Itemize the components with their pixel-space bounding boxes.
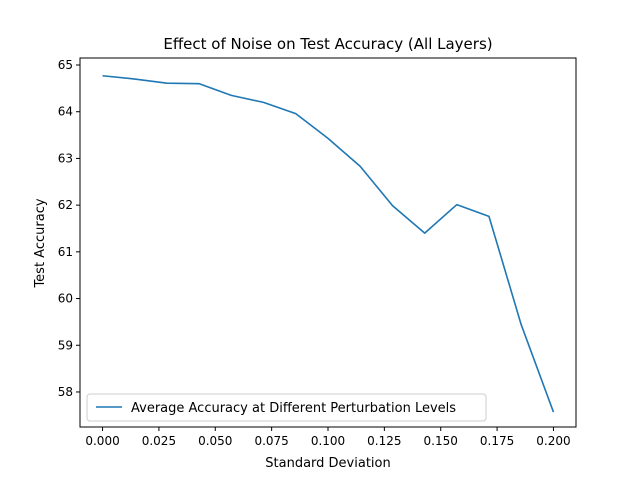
legend: Average Accuracy at Different Perturbati… [86, 393, 487, 422]
y-tick-label: 65 [58, 58, 73, 72]
plot-frame [79, 57, 577, 428]
x-tick-label: 0.150 [424, 434, 458, 448]
y-axis-label: Test Accuracy [33, 198, 48, 288]
y-tick-label: 59 [58, 338, 73, 352]
series-layer [102, 74, 555, 413]
x-tick-label: 0.200 [536, 434, 570, 448]
y-tick-label: 63 [58, 151, 73, 165]
y-tick-label: 62 [58, 198, 73, 212]
x-tick-label: 0.075 [254, 434, 288, 448]
y-axis-ticks: 58 59 60 61 62 63 64 65 [58, 58, 80, 399]
x-tick-label: 0.000 [85, 434, 119, 448]
chart-title: Effect of Noise on Test Accuracy (All La… [163, 35, 492, 53]
y-tick-label: 64 [58, 105, 73, 119]
series-line [102, 74, 555, 413]
x-tick-label: 0.175 [480, 434, 514, 448]
x-tick-label: 0.025 [142, 434, 176, 448]
y-tick-label: 61 [58, 245, 73, 259]
plot-area [79, 57, 577, 428]
y-tick-label: 60 [58, 292, 73, 306]
legend-box [86, 393, 487, 422]
x-axis-ticks: 0.000 0.025 0.050 0.075 0.100 0.125 0.150 0.175… [85, 427, 571, 448]
y-tick-label: 58 [58, 385, 73, 399]
x-tick-label: 0.100 [311, 434, 345, 448]
x-axis-label: Standard Deviation [265, 456, 390, 471]
x-tick-label: 0.125 [367, 434, 401, 448]
x-tick-label: 0.050 [198, 434, 232, 448]
legend-label: Average Accuracy at Different Perturbati… [131, 401, 456, 416]
